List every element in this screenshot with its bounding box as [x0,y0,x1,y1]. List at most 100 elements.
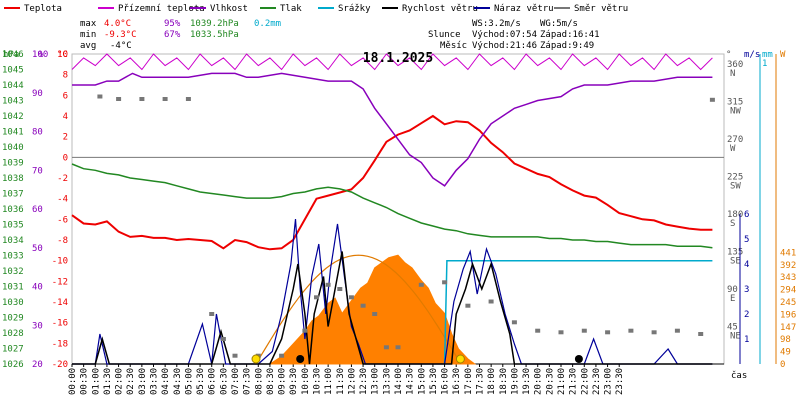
moon-label: Měsíc [440,41,467,51]
hpa-tick-label: 1041 [2,128,24,138]
wind-direction-point [162,97,168,101]
watt-tick-label: 0 [780,360,785,370]
wind-speed-stat: WS:3.2m/s [472,19,521,29]
watt-tick-label: 441 [780,248,796,258]
series-line-tlak [71,163,713,249]
wind-direction-point [628,328,634,333]
hpa-tick-label: 1034 [2,236,24,246]
celsius-tick-label: -12 [52,277,68,287]
time-tick-label: 01:00 [91,368,101,395]
unit-celsius: °C [57,50,68,60]
time-tick-label: 20:30 [545,368,555,395]
x-axis-label: čas [731,370,747,381]
legend-item-rychlost-vetru: Rychlost větru [382,4,478,14]
time-tick-label: 09:30 [289,368,299,395]
wind-direction-point [209,312,215,316]
hpa-tick-label: 1029 [2,314,24,324]
hpa-tick-label: 1026 [2,360,24,370]
celsius-tick-label: 4 [63,112,68,122]
max-rain: 0.2mm [254,19,281,29]
watt-tick-label: 245 [780,298,796,308]
wind-direction-point [383,345,389,350]
legend: Teplota Přízemní teplota Vlhkost Tlak Sr… [4,4,628,14]
sunrise-marker [251,354,261,364]
wind-direction-point [348,295,354,300]
celsius-tick-label: 10 [57,50,68,60]
direction-tick-label: 180 [727,210,743,220]
time-tick-label: 06:30 [219,368,229,395]
wind-direction-point [232,353,238,358]
time-tick-label: 15:00 [417,368,427,395]
wind-direction-point [325,282,331,287]
time-tick-label: 19:00 [510,368,520,395]
svg-text:Teplota: Teplota [24,4,62,14]
time-tick-label: 03:00 [138,368,148,395]
direction-tick-label: 225 [727,173,743,183]
hpa-tick-label: 1028 [2,329,24,339]
time-tick-label: 02:30 [126,368,136,395]
percent-tick-label: 100 [32,50,48,60]
wind-direction-point [220,337,226,341]
time-tick-label: 13:30 [382,368,392,395]
time-tick-label: 00:30 [80,368,90,395]
svg-text:Vlhkost: Vlhkost [210,4,248,14]
series-line-sr-ky [443,259,713,365]
hpa-tick-label: 1044 [2,81,24,91]
series-line-p-zemn-teplota [71,53,713,71]
celsius-tick-label: -20 [52,360,68,370]
celsius-tick-label: -6 [57,215,68,225]
series [71,53,713,365]
time-tick-label: 11:00 [324,368,334,395]
min-temp: -9.3°C [104,30,137,40]
time-tick-label: 07:30 [243,368,253,395]
time-tick-label: 14:30 [406,368,416,395]
min-humidity: 67% [164,30,181,40]
legend-item-tlak: Tlak [260,4,302,14]
time-tick-label: 18:30 [499,368,509,395]
direction-compass-label: N [730,69,735,79]
direction-compass-label: E [730,294,735,304]
hpa-tick-label: 1043 [2,97,24,107]
time-tick-label: 10:30 [313,368,323,395]
direction-tick-label: 360 [727,60,743,70]
time-tick-label: 23:30 [615,368,625,395]
time-tick-label: 00:00 [68,368,78,395]
hpa-tick-label: 1046 [2,50,24,60]
hpa-tick-label: 1045 [2,66,24,76]
wind-direction-point [314,295,319,300]
percent-tick-label: 80 [32,128,43,138]
wind-direction-point [558,330,564,335]
avg-label: avg [80,41,96,51]
percent-tick-label: 60 [32,205,43,215]
unit-degrees: ° [726,50,731,60]
time-tick-label: 17:00 [464,368,474,395]
celsius-tick-label: -16 [52,319,68,329]
series-line-vlhkost [72,72,713,187]
wind-direction-point [535,328,541,333]
percent-tick-label: 30 [32,321,43,331]
wind-direction-point [709,97,715,102]
wind-direction-point [116,97,122,101]
watt-tick-label: 49 [780,348,791,358]
ms-tick-label: 2 [744,310,749,320]
wind-direction-point [337,287,343,291]
sunshine-theoretical-curve [255,254,462,365]
max-humidity: 95% [164,19,181,29]
svg-text:Tlak: Tlak [280,4,302,14]
unit-hpa: hPa [3,50,19,60]
wind-direction-point [372,312,378,316]
wind-gust-stat: WG:5m/s [540,19,578,29]
time-tick-label: 16:30 [452,368,462,395]
hpa-tick-label: 1032 [2,267,24,277]
wind-direction-point [605,330,611,335]
wind-direction-point [418,282,424,287]
celsius-tick-label: -14 [52,298,68,308]
unit-percent: % [38,50,44,60]
time-tick-label: 04:00 [161,368,171,395]
wind-direction-point [511,320,517,325]
wind-direction-point [488,299,494,304]
wind-direction-point [185,97,191,101]
mm-top-label: 1 [762,59,767,69]
legend-item-smer-vetru: Směr větru [554,4,628,14]
time-tick-label: 15:30 [429,368,439,395]
